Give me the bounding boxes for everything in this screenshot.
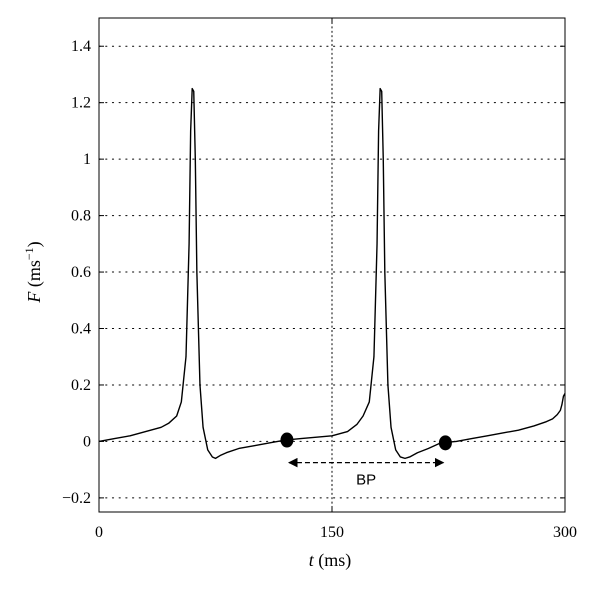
y-axis-unit-open: (ms (24, 260, 45, 292)
x-tick-label: 0 (95, 524, 103, 541)
y-axis-unit-exponent: −1 (22, 247, 36, 260)
marker-layer (280, 432, 452, 451)
annotation-label-0: BP (356, 472, 376, 489)
series-line-0 (98, 87, 566, 460)
x-axis-symbol: t (309, 550, 315, 570)
y-axis-label: F (ms−1) (22, 241, 45, 303)
x-axis-unit: (ms) (314, 550, 352, 571)
y-tick-label: 1.4 (71, 38, 91, 55)
x-axis-label: t (ms) (309, 550, 352, 571)
y-tick-label: 0 (83, 433, 91, 450)
y-tick-label: 0.6 (71, 264, 91, 281)
x-tick-label: 300 (553, 524, 577, 541)
y-tick-label: 0.2 (71, 377, 91, 394)
y-axis-unit-close: ) (24, 241, 45, 247)
y-tick-label: 1 (83, 151, 91, 168)
y-tick-label: 1.2 (71, 95, 91, 112)
tick-layer: −0.200.20.40.60.811.21.40 150 300 (62, 18, 577, 541)
y-tick-label: 0.4 (71, 321, 91, 338)
data-marker-0 (280, 432, 294, 448)
y-tick-label: −0.2 (62, 490, 91, 507)
x-tick-label: 150 (320, 524, 344, 541)
series-layer (98, 87, 566, 460)
y-tick-label: 0.8 (71, 208, 91, 225)
y-axis-symbol: F (24, 291, 44, 304)
annotation-layer: BP (287, 457, 445, 489)
data-marker-1 (438, 435, 452, 451)
grid-lines (98, 45, 566, 499)
